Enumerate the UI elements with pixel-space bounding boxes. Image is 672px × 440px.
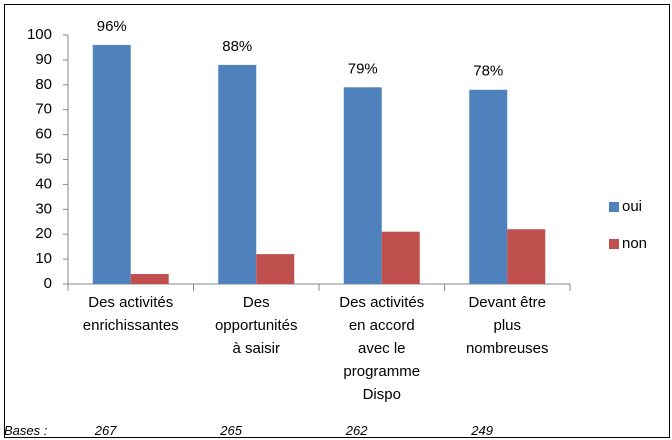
y-tick-label: 40 [35,175,52,192]
frame-border [4,4,670,438]
legend-swatch [609,202,619,212]
legend-swatch [609,239,619,249]
y-tick-label: 80 [35,76,52,93]
y-tick-label: 30 [35,200,52,217]
bar [92,44,131,285]
bar [256,254,295,284]
base-label: Bases : [4,423,48,438]
y-tick-label: 20 [35,225,52,242]
bar [507,229,546,284]
x-tick-label: Des activités en accord avec le programm… [339,294,425,403]
base-value: 262 [345,423,368,438]
y-tick-label: 0 [44,275,52,292]
bar [130,274,169,284]
data-label: 78% [473,63,503,80]
y-tick-label: 50 [35,150,52,167]
base-value: 265 [220,423,242,438]
y-tick-label: 100 [27,26,52,43]
bar [343,87,382,284]
bar [469,89,508,284]
legend-label: oui [622,198,642,215]
bar [218,64,257,284]
x-tick-label: Des activités enrichissantes [82,294,179,334]
y-tick-label: 90 [35,51,52,68]
x-tick-label: Des opportunités à saisir [214,294,298,357]
data-label: 79% [348,60,378,77]
base-value: 267 [94,423,117,438]
y-tick-label: 70 [35,101,52,118]
y-tick-label: 60 [35,126,52,143]
data-label: 88% [222,38,252,55]
base-value: 249 [471,423,493,438]
legend-label: non [622,235,647,252]
data-label: 96% [97,18,127,35]
x-tick-label: Devant être plus nombreuses [465,294,549,357]
bar [381,231,420,284]
y-tick-label: 10 [35,250,52,267]
